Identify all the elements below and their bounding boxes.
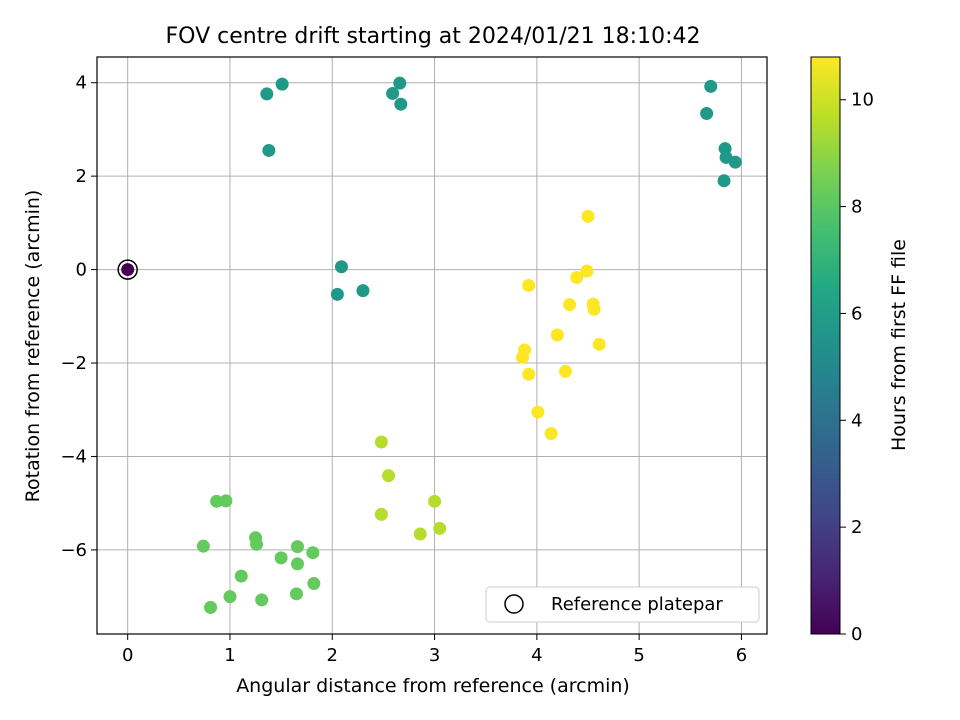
data-point <box>580 264 594 278</box>
reference-point <box>117 259 138 280</box>
data-point <box>550 328 564 342</box>
data-point <box>522 278 536 292</box>
data-point <box>563 298 577 312</box>
data-point <box>330 287 344 301</box>
data-point <box>592 337 606 351</box>
y-tick-label: −6 <box>60 540 87 561</box>
data-point <box>289 587 303 601</box>
data-point <box>307 577 321 591</box>
x-axis-label: Angular distance from reference (arcmin) <box>236 675 630 697</box>
legend: Reference platepar <box>485 586 760 623</box>
legend-entry-label: Reference platepar <box>551 594 723 615</box>
x-tick-label: 0 <box>122 645 133 666</box>
y-tick-label: −2 <box>60 353 87 374</box>
data-point <box>275 77 289 91</box>
colorbar-tick-label: 8 <box>851 197 862 218</box>
grid-lines <box>97 57 767 634</box>
y-tick-label: 2 <box>76 166 87 187</box>
colorbar-tick-label: 10 <box>851 90 874 111</box>
data-point <box>558 364 572 378</box>
colorbar-tick-label: 4 <box>851 410 862 431</box>
data-point <box>717 174 731 188</box>
data-point <box>587 302 601 316</box>
data-point <box>433 521 447 535</box>
x-tick-label: 1 <box>224 645 235 666</box>
data-point <box>704 79 718 93</box>
data-point <box>531 405 545 419</box>
data-point <box>204 600 218 614</box>
data-point <box>700 107 714 121</box>
y-tick-label: −4 <box>60 446 87 467</box>
data-point <box>262 143 276 157</box>
data-point <box>356 284 370 298</box>
data-point <box>334 260 348 274</box>
data-point <box>374 507 388 521</box>
data-point <box>413 527 427 541</box>
colorbar-ticks: 0 2 4 6 8 10 <box>840 90 874 645</box>
reference-point-fill <box>121 263 135 277</box>
data-point <box>382 469 396 483</box>
data-point <box>290 540 304 554</box>
y-tick-label: 0 <box>76 260 87 281</box>
colorbar-tick-label: 0 <box>851 624 862 645</box>
colorbar-gradient <box>810 56 841 635</box>
legend-marker-icon <box>504 594 524 614</box>
y-axis-label: Rotation from reference (arcmin) <box>22 190 44 503</box>
data-point <box>260 87 274 101</box>
plot-frame <box>96 56 768 635</box>
data-point <box>219 494 233 508</box>
data-point <box>544 427 558 441</box>
data-point <box>374 435 388 449</box>
colorbar-tick-label: 2 <box>851 517 862 538</box>
y-tick-label: 4 <box>76 73 87 94</box>
y-axis-ticks: −6 −4 −2 0 2 4 <box>60 73 97 561</box>
data-point <box>728 155 742 169</box>
x-tick-label: 6 <box>736 645 747 666</box>
x-axis-ticks: 0 1 2 3 4 5 6 <box>122 634 747 666</box>
data-point <box>290 557 304 571</box>
data-point <box>516 350 530 364</box>
data-point <box>394 97 408 111</box>
reference-point-ring <box>117 259 138 280</box>
x-tick-label: 5 <box>633 645 644 666</box>
x-tick-label: 2 <box>327 645 338 666</box>
data-point <box>522 367 536 381</box>
data-point <box>196 539 210 553</box>
x-tick-label: 4 <box>531 645 542 666</box>
data-point <box>250 537 264 551</box>
data-point <box>255 593 269 607</box>
data-point <box>570 271 584 285</box>
x-tick-label: 3 <box>429 645 440 666</box>
data-point <box>393 76 407 90</box>
legend-box <box>485 586 760 623</box>
colorbar-tick-label: 6 <box>851 303 862 324</box>
data-point <box>428 494 442 508</box>
data-point <box>581 209 595 223</box>
data-point <box>210 494 224 508</box>
data-point <box>306 546 320 560</box>
colorbar: 0 2 4 6 8 10 Hours from first FF file <box>810 56 910 645</box>
data-point <box>274 551 288 565</box>
chart-title: FOV centre drift starting at 2024/01/21 … <box>166 24 701 49</box>
data-points <box>196 76 742 614</box>
data-point <box>223 590 237 604</box>
data-point <box>234 569 248 583</box>
colorbar-label: Hours from first FF file <box>888 239 910 451</box>
data-point <box>386 86 400 100</box>
